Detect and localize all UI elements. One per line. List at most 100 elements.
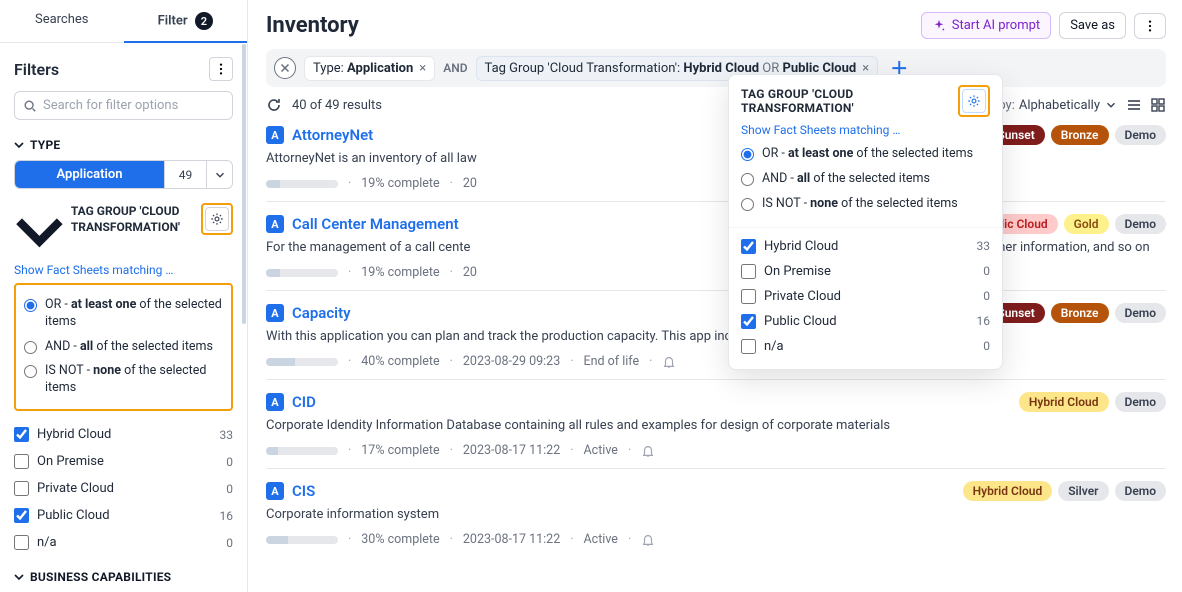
popover-settings-button[interactable] [962, 89, 986, 113]
save-as-button[interactable]: Save as [1059, 12, 1126, 39]
tag-option-label: Public Cloud [37, 508, 110, 523]
tag-option[interactable]: n/a0 [14, 529, 233, 556]
tag-option-checkbox[interactable] [741, 264, 756, 279]
popover-match-or[interactable]: OR - at least one of the selected items [741, 142, 990, 167]
item-avatar: A [266, 304, 284, 322]
item-name-link[interactable]: Call Center Management [292, 215, 459, 233]
tag-option-checkbox[interactable] [14, 508, 29, 523]
item-desc: AttorneyNet is an inventory of all law [266, 151, 1166, 166]
tag-option[interactable]: On Premise0 [14, 448, 233, 475]
tag-option-checkbox[interactable] [741, 339, 756, 354]
inventory-item: ACISHybrid CloudSilverDemoCorporate info… [266, 468, 1166, 557]
show-matching-link[interactable]: Show Fact Sheets matching … [14, 263, 233, 277]
filter-search[interactable] [14, 91, 233, 120]
bell-icon [641, 444, 655, 458]
tag-option-count: 0 [226, 455, 233, 469]
radio-and-input[interactable] [24, 341, 37, 354]
inventory-item: AAttorneyNetHybrid CloudSunsetBronzeDemo… [266, 121, 1166, 201]
inventory-list: AAttorneyNetHybrid CloudSunsetBronzeDemo… [266, 121, 1166, 557]
complete-text: 19% complete [361, 265, 439, 280]
tag-pill: Demo [1115, 125, 1167, 145]
tab-filter[interactable]: Filter 2 [124, 0, 248, 42]
tag-option[interactable]: Hybrid Cloud33 [14, 421, 233, 448]
section-bizcap-toggle[interactable]: BUSINESS CAPABILITIES [14, 570, 233, 584]
popover-show-matching-link[interactable]: Show Fact Sheets matching … [741, 123, 900, 137]
tag-option-label: n/a [37, 535, 57, 550]
tag-option[interactable]: Public Cloud16 [14, 502, 233, 529]
complete-text: 40% complete [361, 354, 439, 369]
gear-icon [210, 212, 224, 226]
tag-option-count: 33 [220, 428, 234, 442]
section-type-toggle[interactable]: TYPE [14, 138, 233, 152]
item-tags: Hybrid CloudDemo [1019, 392, 1166, 412]
chevron-down-icon [14, 140, 24, 150]
tab-searches[interactable]: Searches [0, 0, 124, 42]
item-name-link[interactable]: AttorneyNet [292, 126, 373, 144]
inventory-item: ACapacityHybrid CloudSunsetBronzeDemoWit… [266, 290, 1166, 379]
item-name-link[interactable]: CID [292, 393, 316, 411]
tag-pill: Demo [1115, 303, 1167, 323]
date-text: 20 [463, 176, 477, 191]
tag-option[interactable]: Public Cloud16 [741, 309, 990, 334]
popover-match-and[interactable]: AND - all of the selected items [741, 167, 990, 192]
tag-option-checkbox[interactable] [741, 239, 756, 254]
match-mode-or[interactable]: OR - at least one of the selected items [24, 293, 223, 335]
popover-radio-or-input[interactable] [741, 148, 754, 161]
chevron-down-icon [14, 572, 24, 582]
sidebar-scrollbar[interactable] [241, 44, 247, 592]
progress-bar [266, 447, 338, 455]
tag-option-checkbox[interactable] [14, 454, 29, 469]
tag-option[interactable]: Private Cloud0 [14, 475, 233, 502]
filter-chip-type[interactable]: Type: Application × [304, 56, 435, 81]
tag-pill: Silver [1058, 481, 1108, 501]
tag-option[interactable]: Private Cloud0 [741, 284, 990, 309]
inventory-item: A CID Hybrid CloudDemo Corporate Idendity I… [266, 379, 1166, 468]
refresh-icon[interactable] [266, 97, 282, 113]
tag-option-checkbox[interactable] [14, 427, 29, 442]
match-mode-isnot[interactable]: IS NOT - none of the selected items [24, 359, 223, 401]
radio-or-label: OR - at least one of the selected items [45, 297, 223, 331]
list-view-icon[interactable] [1126, 97, 1142, 113]
filter-search-input[interactable] [43, 98, 224, 113]
type-dropdown-button[interactable] [206, 161, 232, 188]
kebab-icon [214, 62, 228, 76]
date-text: 20 [463, 265, 477, 280]
sidebar-tabs: Searches Filter 2 [0, 0, 247, 43]
tag-option-checkbox[interactable] [14, 535, 29, 550]
scroll-thumb[interactable] [242, 44, 246, 324]
tag-option[interactable]: Hybrid Cloud33 [741, 234, 990, 259]
item-name-link[interactable]: Capacity [292, 304, 351, 322]
match-mode-and[interactable]: AND - all of the selected items [24, 335, 223, 360]
filters-more-button[interactable] [209, 57, 233, 81]
start-ai-button[interactable]: Start AI prompt [921, 12, 1051, 39]
page-title: Inventory [266, 13, 359, 38]
radio-or-input[interactable] [24, 299, 37, 312]
complete-text: 19% complete [361, 176, 439, 191]
item-avatar: A [266, 393, 284, 411]
taggroup-settings-button[interactable] [205, 207, 229, 231]
tag-option[interactable]: On Premise0 [741, 259, 990, 284]
match-mode-panel: OR - at least one of the selected items … [14, 283, 233, 411]
clear-filters-button[interactable] [274, 57, 296, 79]
chip-type-remove[interactable]: × [419, 61, 426, 76]
main-more-button[interactable] [1134, 13, 1166, 39]
tag-option-checkbox[interactable] [741, 289, 756, 304]
date-text: 2023-08-17 11:22 [463, 443, 560, 458]
item-desc: Corporate Idendity Information Database … [266, 418, 1166, 433]
type-value-pill[interactable]: Application [15, 161, 164, 188]
item-meta: ·17% complete·2023-08-17 11:22·Active· [266, 443, 1166, 458]
radio-isnot-input[interactable] [24, 365, 37, 378]
tag-option[interactable]: n/a0 [741, 334, 990, 359]
section-taggroup-toggle[interactable]: TAG GROUP 'CLOUD TRANSFORMATION' [14, 203, 180, 257]
grid-view-icon[interactable] [1150, 97, 1166, 113]
date-text: 2023-08-17 11:22 [463, 532, 560, 547]
popover-radio-and-input[interactable] [741, 173, 754, 186]
item-name-link[interactable]: CIS [292, 482, 315, 500]
popover-match-isnot[interactable]: IS NOT - none of the selected items [741, 192, 990, 217]
tag-option-checkbox[interactable] [741, 314, 756, 329]
tag-option-checkbox[interactable] [14, 481, 29, 496]
progress-bar [266, 536, 338, 544]
popover-radio-isnot-input[interactable] [741, 198, 754, 211]
tag-option-label: On Premise [764, 264, 831, 279]
x-icon [278, 61, 292, 75]
